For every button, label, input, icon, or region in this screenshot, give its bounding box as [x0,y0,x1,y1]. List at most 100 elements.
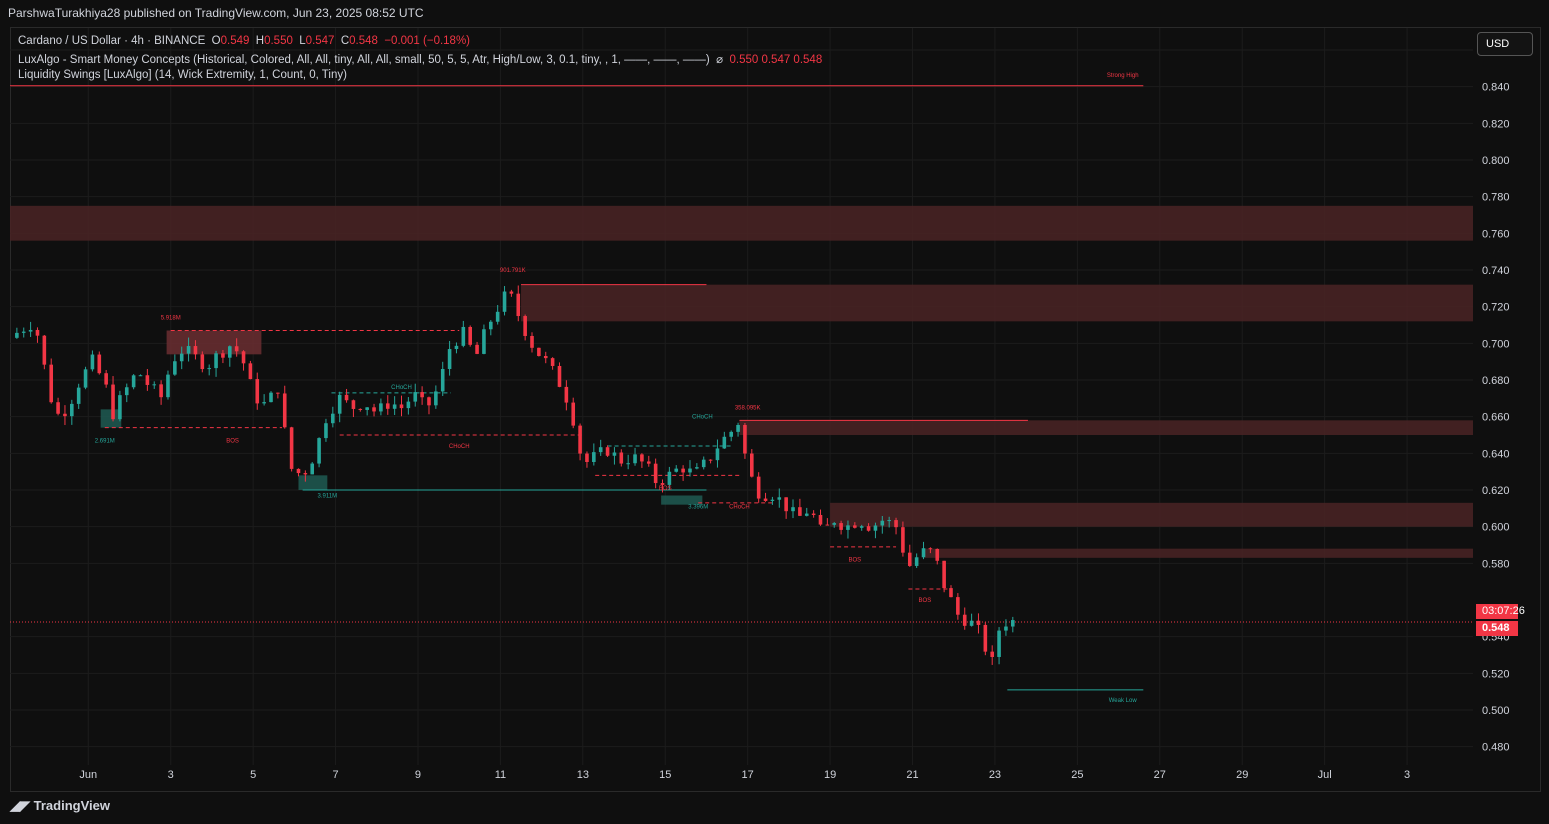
currency-button[interactable]: USD [1477,32,1533,56]
candle-body [798,507,802,516]
tradingview-brand: TradingView [33,798,110,813]
candle-body [598,447,603,453]
candle-body [145,375,150,385]
candle-body [736,424,740,432]
smc-label: 2.691M [95,438,115,444]
candle-body [207,368,211,370]
smc-label: 5.918M [161,316,181,322]
price-tick-label: 0.620 [1482,485,1510,497]
candle-body [660,483,665,485]
candle-body [969,620,974,626]
candle-body [76,387,81,404]
candle-body [811,513,816,515]
candle-body [612,452,617,456]
tradingview-logo[interactable]: ◢◤ TradingView [10,798,110,814]
candle-body [557,365,562,387]
legend-o-label: O [211,35,221,47]
price-tick-label: 0.600 [1482,522,1510,534]
candle-body [365,407,369,410]
legend-symbol-line: Cardano / US Dollar · 4h · BINANCE O0.54… [18,35,470,47]
time-tick-label: 23 [989,769,1001,781]
candle-body [674,468,679,472]
level-label: Strong High [1107,73,1139,79]
smc-label: CHoCH [449,444,470,450]
candle-body [331,413,335,424]
price-tick-label: 0.800 [1482,155,1510,167]
price-tick-label: 0.500 [1482,705,1510,717]
level-label: Weak Low [1109,698,1138,704]
candle-body [619,452,624,464]
indicator-smc-values: 0.550 0.547 0.548 [729,54,823,66]
candle-body [152,384,157,386]
candle-body [681,468,685,473]
indicator-smc-label: LuxAlgo - Smart Money Concepts (Historic… [18,54,710,66]
candle-body [262,402,266,404]
candle-body [49,364,54,403]
candle-body [221,353,225,358]
candle-body [193,346,198,355]
zones-layer [10,205,1473,558]
candle-body [21,331,26,333]
smc-label: CHoCH [729,504,750,510]
candle-body [83,369,88,388]
candle-body [791,507,795,512]
candle-body [289,427,294,469]
candle-body [818,514,823,525]
candle-body [399,404,404,409]
candle-body [832,523,837,525]
candle-body [626,463,630,465]
candle-body [846,525,850,530]
smc-label: BOS [659,486,672,492]
candle-body [770,499,775,501]
candle-body [440,368,445,392]
candle-body [282,393,287,428]
price-tick-label: 0.700 [1482,338,1510,350]
indicator-liquidity-label: Liquidity Swings [LuxAlgo] (14, Wick Ext… [18,69,347,81]
candle-body [543,356,548,359]
zone-box [100,409,122,428]
candle-body [179,353,184,362]
candle-body [413,392,418,402]
candle-body [15,332,19,338]
candle-body [447,349,452,369]
candle-body [35,329,40,336]
candle-body [1011,620,1015,627]
candle-body [667,471,672,485]
candle-body [743,424,747,454]
candle-body [839,523,843,530]
candle-body [434,391,438,406]
candle-body [296,468,301,474]
time-tick-label: 3 [1404,769,1410,781]
legend-indicator-liquidity[interactable]: Liquidity Swings [LuxAlgo] (14, Wick Ext… [18,69,347,81]
candle-body [695,467,699,469]
candle-body [983,624,988,652]
legend-indicator-smc[interactable]: LuxAlgo - Smart Money Concepts (Historic… [18,52,822,66]
candle-body [324,423,328,439]
candle-body [118,395,122,420]
price-tick-label: 0.580 [1482,558,1510,570]
candle-body [358,408,363,410]
candle-body [907,552,912,566]
candle-body [530,335,534,348]
candle-body [97,354,102,374]
chart-frame[interactable] [10,27,1541,792]
candle-body [344,394,349,401]
candle-body [516,293,521,317]
candle-body [420,392,424,398]
candle-body [372,407,376,412]
candle-body [337,394,342,414]
candle-body [255,379,260,404]
candle-body [227,346,232,358]
price-tick-label: 0.720 [1482,302,1510,314]
time-tick-label: 25 [1071,769,1083,781]
candle-body [956,597,960,615]
candle-body [200,354,205,370]
legend-symbol[interactable]: Cardano / US Dollar · 4h · BINANCE [18,35,206,47]
candle-body [976,620,981,625]
legend-c-label: C [340,35,350,47]
candle-body [461,326,466,346]
candle-body [949,588,953,598]
candle-body [715,448,720,461]
candle-body [468,326,472,345]
